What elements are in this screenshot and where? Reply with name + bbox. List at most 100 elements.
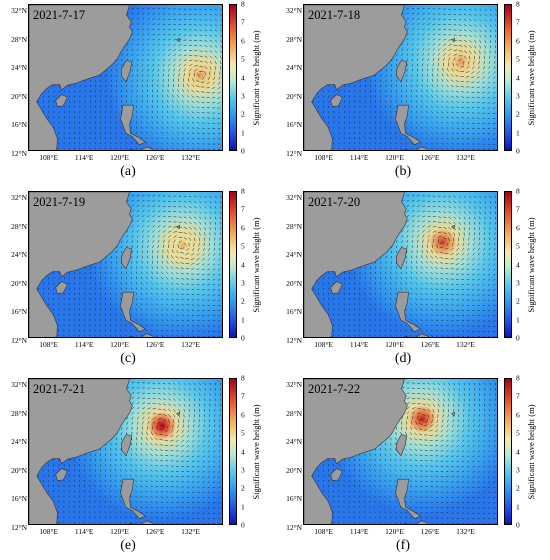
colorbar-tick-label: 2 — [516, 483, 520, 493]
lon-tick-label: 114°E — [74, 153, 94, 162]
colorbar-tick-label: 3 — [516, 278, 520, 288]
land-ryukyu — [176, 411, 181, 417]
colorbar-tick-label: 7 — [241, 391, 245, 401]
land-visayas — [129, 146, 154, 150]
land-visayas — [404, 146, 429, 150]
wave-map — [28, 378, 223, 525]
panel-label: (a) — [120, 164, 136, 179]
lon-tick-label: 108°E — [314, 153, 334, 162]
colorbar-tick-label: 3 — [516, 465, 520, 475]
lat-tick-label: 16°N — [286, 494, 302, 503]
lon-tick-label: 114°E — [349, 153, 369, 162]
colorbar — [504, 4, 512, 151]
land-luzon — [395, 478, 422, 520]
colorbar-tick-label: 3 — [516, 91, 520, 101]
colorbar-tick-label: 8 — [516, 186, 520, 196]
land-mainland — [304, 5, 408, 150]
panel-label: (f) — [396, 538, 410, 553]
map-panel-5: 2021-7-21 32°N 28°N 24°N 20°N 16°N 12°N 108°E 11… — [0, 374, 275, 560]
land-taiwan — [120, 60, 133, 83]
lat-tick-label: 20°N — [286, 278, 302, 288]
land-hainan — [55, 468, 68, 481]
colorbar-tick-label: 7 — [516, 391, 520, 401]
map-panel-6: 2021-7-22 32°N 28°N 24°N 20°N 16°N 12°N 108°E 11… — [275, 374, 550, 560]
colorbar — [504, 191, 512, 338]
date-label: 2021-7-18 — [308, 8, 361, 22]
colorbar-tick-label: 2 — [241, 296, 245, 306]
lat-tick-label: 32°N — [11, 193, 27, 202]
lon-tick-label: 120°E — [110, 340, 129, 349]
colorbar — [229, 191, 237, 338]
lon-tick-label: 126°E — [145, 527, 165, 536]
colorbar-tick-label: 1 — [241, 128, 245, 138]
wave-map — [28, 4, 223, 151]
lat-tick-label: 16°N — [11, 120, 27, 129]
lat-tick-label: 12°N — [11, 335, 27, 345]
colorbar-tick-label: 0 — [241, 146, 245, 156]
land-mainland — [29, 192, 133, 337]
lat-tick-label: 24°N — [11, 250, 27, 259]
wave-field-plot — [29, 5, 222, 150]
wave-field-plot — [304, 5, 497, 150]
colorbar-tick-label: 3 — [241, 278, 245, 288]
colorbar-tick-label: 3 — [241, 91, 245, 101]
colorbar-tick-label: 4 — [516, 447, 520, 456]
colorbar — [504, 378, 512, 525]
lat-tick-label: 12°N — [286, 522, 302, 532]
lon-tick-label: 108°E — [314, 340, 334, 349]
colorbar — [229, 378, 237, 525]
date-label: 2021-7-21 — [33, 382, 86, 396]
colorbar-tick-label: 8 — [241, 373, 245, 383]
colorbar-tick-label: 5 — [516, 428, 520, 438]
wave-map — [303, 191, 498, 338]
lat-tick-label: 12°N — [286, 148, 302, 158]
land-hainan — [330, 281, 343, 294]
lon-tick-label: 120°E — [110, 527, 129, 536]
colorbar-tick-label: 4 — [241, 447, 245, 456]
colorbar-tick-label: 2 — [241, 109, 245, 119]
wave-field-plot — [29, 379, 222, 524]
land-mainland — [29, 379, 133, 524]
lat-tick-label: 24°N — [11, 437, 27, 446]
lon-tick-label: 120°E — [385, 340, 404, 349]
lon-tick-label: 132°E — [181, 153, 200, 162]
colorbar-tick-label: 1 — [516, 315, 520, 325]
land-ryukyu — [451, 37, 456, 43]
lat-tick-label: 20°N — [286, 91, 302, 101]
lat-tick-label: 12°N — [11, 148, 27, 158]
land-ryukyu — [451, 224, 456, 230]
colorbar-tick-label: 2 — [516, 109, 520, 119]
wave-field-plot — [304, 379, 497, 524]
land-ryukyu — [176, 37, 181, 43]
colorbar-tick-label: 0 — [516, 333, 520, 343]
land-visayas — [129, 520, 154, 524]
colorbar-tick-label: 8 — [516, 373, 520, 383]
lon-tick-label: 108°E — [39, 527, 59, 536]
colorbar — [229, 4, 237, 151]
colorbar-tick-label: 7 — [516, 204, 520, 214]
lat-tick-label: 28°N — [11, 408, 27, 418]
colorbar-tick-label: 5 — [241, 428, 245, 438]
wave-field-plot — [304, 192, 497, 337]
lat-tick-label: 16°N — [286, 307, 302, 316]
land-mainland — [29, 5, 133, 150]
land-taiwan — [120, 434, 133, 457]
colorbar-tick-label: 0 — [516, 146, 520, 156]
colorbar-tick-label: 6 — [516, 223, 520, 233]
land-taiwan — [395, 247, 408, 270]
map-panel-3: 2021-7-19 32°N 28°N 24°N 20°N 16°N 12°N 108°E 11… — [0, 187, 275, 373]
lat-tick-label: 32°N — [286, 193, 302, 202]
land-visayas — [404, 520, 429, 524]
land-ryukyu — [451, 411, 456, 417]
colorbar-title: Significant wave height (m) — [526, 30, 536, 126]
lon-tick-label: 126°E — [420, 527, 440, 536]
colorbar-title: Significant wave height (m) — [251, 217, 261, 313]
lon-tick-label: 108°E — [314, 527, 334, 536]
colorbar-tick-label: 0 — [241, 520, 245, 530]
panel-label: (c) — [120, 351, 136, 366]
lon-tick-label: 126°E — [145, 153, 165, 162]
lat-tick-label: 16°N — [11, 494, 27, 503]
land-visayas — [404, 333, 429, 337]
map-panel-4: 2021-7-20 32°N 28°N 24°N 20°N 16°N 12°N 108°E 11… — [275, 187, 550, 373]
lat-tick-label: 24°N — [286, 63, 302, 72]
